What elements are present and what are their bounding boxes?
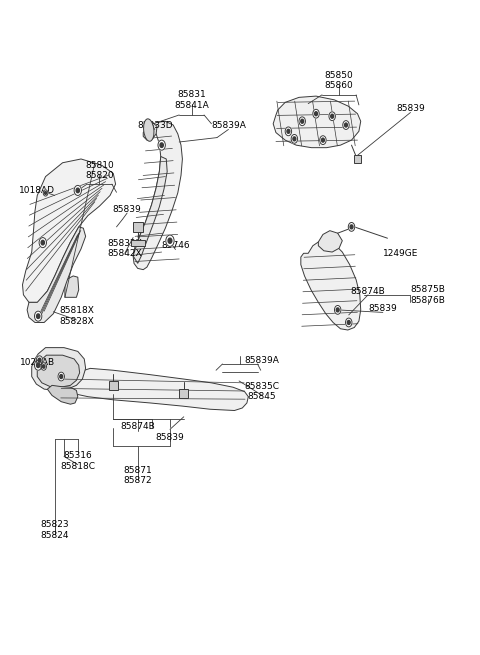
Text: 85833D: 85833D <box>137 121 173 130</box>
Text: 85839A: 85839A <box>211 121 246 130</box>
Circle shape <box>38 358 41 362</box>
Polygon shape <box>133 157 167 263</box>
Circle shape <box>336 308 339 312</box>
Polygon shape <box>133 121 182 270</box>
FancyBboxPatch shape <box>132 222 143 232</box>
Polygon shape <box>48 385 78 404</box>
Circle shape <box>329 112 336 121</box>
Circle shape <box>42 365 45 368</box>
Text: 85839: 85839 <box>369 304 397 313</box>
Circle shape <box>313 109 319 118</box>
Circle shape <box>76 188 80 193</box>
Text: 85839: 85839 <box>156 433 184 442</box>
Circle shape <box>345 123 348 127</box>
Circle shape <box>58 372 64 381</box>
Text: 85832X
85842X: 85832X 85842X <box>108 238 142 258</box>
Circle shape <box>36 356 43 365</box>
FancyBboxPatch shape <box>179 389 188 398</box>
Circle shape <box>301 119 304 123</box>
FancyBboxPatch shape <box>131 240 144 246</box>
Polygon shape <box>143 122 157 140</box>
Polygon shape <box>27 227 85 322</box>
Circle shape <box>343 121 349 130</box>
Text: 85875B
85876B: 85875B 85876B <box>410 285 445 305</box>
Polygon shape <box>301 241 361 330</box>
Circle shape <box>43 190 48 196</box>
Polygon shape <box>273 96 361 147</box>
Text: 85839A: 85839A <box>245 356 279 365</box>
Circle shape <box>45 191 47 195</box>
Circle shape <box>285 127 292 136</box>
Text: 85874B: 85874B <box>351 286 385 295</box>
Polygon shape <box>23 159 116 303</box>
Circle shape <box>348 223 355 231</box>
Text: 85746: 85746 <box>161 241 190 250</box>
Circle shape <box>160 143 163 147</box>
Circle shape <box>60 375 63 379</box>
Polygon shape <box>65 276 79 297</box>
Text: 1249GE: 1249GE <box>383 249 418 258</box>
Circle shape <box>36 314 40 318</box>
Text: 85823
85824: 85823 85824 <box>40 520 69 540</box>
Circle shape <box>36 363 40 367</box>
Text: 85850
85860: 85850 85860 <box>324 71 353 90</box>
Circle shape <box>346 318 352 327</box>
Circle shape <box>168 238 172 243</box>
Circle shape <box>331 114 334 118</box>
Polygon shape <box>37 355 80 387</box>
Circle shape <box>39 238 47 248</box>
Polygon shape <box>32 348 85 390</box>
Text: 1023AB: 1023AB <box>20 358 55 367</box>
Text: 85874B: 85874B <box>120 422 155 432</box>
Circle shape <box>291 134 298 143</box>
Ellipse shape <box>144 119 154 141</box>
Text: 85835C
85845: 85835C 85845 <box>245 382 280 402</box>
Text: 85871
85872: 85871 85872 <box>123 466 152 485</box>
Text: 85818X
85828X: 85818X 85828X <box>59 307 94 326</box>
FancyBboxPatch shape <box>108 381 118 390</box>
Circle shape <box>314 112 317 116</box>
Circle shape <box>322 138 324 142</box>
Circle shape <box>158 140 165 150</box>
Circle shape <box>41 240 45 245</box>
Circle shape <box>287 129 290 134</box>
Text: 85316
85818C: 85316 85818C <box>60 451 96 470</box>
Circle shape <box>166 235 174 246</box>
Circle shape <box>35 311 42 321</box>
Circle shape <box>41 363 47 370</box>
Polygon shape <box>60 368 248 411</box>
Text: 1018AD: 1018AD <box>19 186 55 195</box>
Text: 85831
85841A: 85831 85841A <box>174 90 209 109</box>
Text: 85839: 85839 <box>396 104 425 113</box>
Circle shape <box>299 117 305 126</box>
Circle shape <box>35 360 42 370</box>
Circle shape <box>320 136 326 145</box>
Text: 85839: 85839 <box>113 205 142 214</box>
Circle shape <box>293 137 296 141</box>
Circle shape <box>350 225 353 229</box>
Polygon shape <box>318 231 342 252</box>
Circle shape <box>335 305 341 314</box>
FancyBboxPatch shape <box>354 155 361 162</box>
Circle shape <box>74 185 82 195</box>
Circle shape <box>348 320 350 324</box>
Text: 85810
85820: 85810 85820 <box>85 160 114 180</box>
